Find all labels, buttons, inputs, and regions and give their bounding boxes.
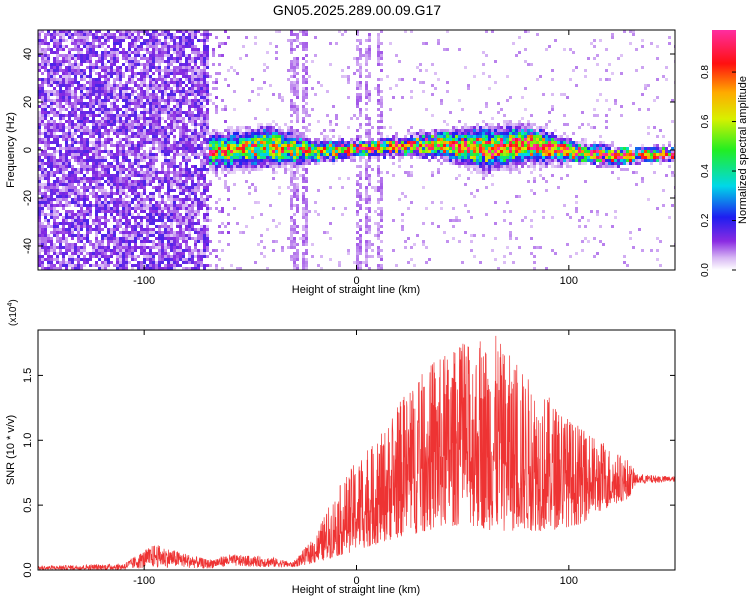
x-tick-label: 100 xyxy=(560,575,578,587)
x-tick-label: 100 xyxy=(560,275,578,287)
x-tick-label: -100 xyxy=(133,275,155,287)
y-tick-label: -20 xyxy=(22,190,34,206)
y-tick-label: 0 xyxy=(22,147,34,153)
y-tick-label: 20 xyxy=(22,96,34,108)
colorbar-label: Normalized spectral amplitude xyxy=(737,76,749,224)
spectrogram-y-ticks: -40 -20 0 20 40 xyxy=(22,48,675,254)
colorbar-gradient xyxy=(712,30,736,270)
y-tick-label: 40 xyxy=(22,48,34,60)
spectrogram-cells xyxy=(38,30,675,270)
x-tick-label: -100 xyxy=(133,575,155,587)
colorbar-tick-label: 0.4 xyxy=(700,164,711,178)
colorbar: 0.0 0.2 0.4 0.6 0.8 Normalized spectral ampl… xyxy=(700,30,749,277)
spectrogram-panel: -100 0 100 -40 -20 0 20 40 Height of straight … xyxy=(5,29,676,296)
snr-series xyxy=(38,335,675,570)
snr-multiplier: (x104) xyxy=(7,299,19,326)
spectrogram-x-axis-label: Height of straight line (km) xyxy=(292,284,420,296)
spectrogram-x-ticks: -100 0 100 xyxy=(133,30,578,287)
snr-panel: -100 0 100 0.0 0.5 1.0 1.5 Height of straight… xyxy=(5,299,676,596)
colorbar-tick-label: 0.6 xyxy=(700,114,711,128)
x-tick-label: 0 xyxy=(353,575,359,587)
colorbar-tick-label: 0.2 xyxy=(700,213,711,227)
spectrogram-y-axis-label: Frequency (Hz) xyxy=(5,112,17,188)
y-tick-label: -40 xyxy=(22,238,34,254)
snr-y-axis-label: SNR (10 * v/v) xyxy=(5,415,17,485)
colorbar-tick-label: 0.0 xyxy=(700,263,711,277)
x-tick-label: 0 xyxy=(353,275,359,287)
snr-x-ticks: -100 0 100 xyxy=(133,330,578,587)
snr-line xyxy=(38,335,675,570)
snr-multiplier-base: (x10 xyxy=(8,306,19,326)
y-tick-label: 1.0 xyxy=(22,433,34,448)
page-title: GN05.2025.289.00.09.G17 xyxy=(272,2,442,18)
colorbar-ticks: 0.0 0.2 0.4 0.6 0.8 xyxy=(700,65,736,277)
y-tick-label: 0.5 xyxy=(22,497,34,512)
y-tick-label: 0.0 xyxy=(22,562,34,577)
y-tick-label: 1.5 xyxy=(22,368,34,383)
colorbar-tick-label: 0.8 xyxy=(700,65,711,79)
snr-y-ticks: 0.0 0.5 1.0 1.5 xyxy=(22,368,675,578)
snr-x-axis-label: Height of straight line (km) xyxy=(292,584,420,596)
snr-multiplier-close: ) xyxy=(8,299,19,302)
snr-multiplier-exp: 4 xyxy=(7,303,14,307)
